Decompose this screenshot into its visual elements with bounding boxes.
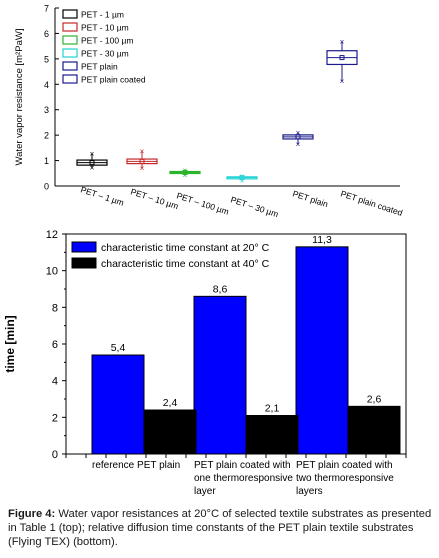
bar-20c — [91, 354, 145, 455]
y-axis-label: time [min] — [3, 315, 17, 372]
figure-caption: Figure 4: Water vapor resistances at 20°… — [8, 507, 433, 549]
x-tick-label: PET – 1 µm — [79, 184, 125, 207]
legend-swatch — [62, 74, 78, 84]
y-axis-label: Water vapor resistance [m²PaW] — [14, 29, 25, 166]
y-ticks: 0 1 2 3 4 5 6 7 — [44, 4, 59, 192]
y-tick-label: 12 — [46, 229, 58, 241]
min-marker: × — [340, 77, 345, 86]
box-2: ×× — [126, 147, 158, 173]
max-marker: × — [240, 172, 245, 181]
data-label: 5,4 — [111, 342, 126, 354]
y-tick-label: 0 — [44, 182, 49, 192]
bar-40c — [143, 409, 197, 455]
legend-label: characteristic time constant at 20° C — [101, 242, 270, 254]
bar-20c — [193, 295, 247, 455]
y-tick-label: 6 — [52, 339, 58, 351]
box-6: ×× — [326, 38, 358, 86]
y-ticks: 0 2 4 6 8 10 12 — [46, 229, 407, 461]
max-marker: × — [296, 129, 301, 138]
bar-40c — [347, 405, 401, 455]
min-marker: × — [296, 140, 301, 149]
y-tick-label: 6 — [44, 29, 49, 39]
bar-20c — [295, 246, 349, 455]
max-marker: × — [340, 38, 345, 47]
bar-series: 5,4 8,6 11,3 2,4 2,1 2,6 — [91, 234, 401, 455]
x-tick-label: PET plain coated — [339, 188, 404, 218]
mean-marker — [139, 158, 145, 164]
min-marker: × — [140, 164, 145, 173]
data-label: 8,6 — [213, 283, 228, 295]
max-marker: × — [183, 166, 188, 175]
bar-40c — [245, 415, 299, 455]
min-marker: × — [90, 164, 95, 173]
x-tick-label: layer — [194, 486, 216, 497]
y-tick-label: 4 — [52, 376, 58, 388]
x-tick-labels: reference PET plain PET plain coated with… — [92, 460, 394, 497]
legend-swatch — [62, 48, 78, 58]
min-marker: × — [240, 176, 245, 185]
data-label: 2,1 — [265, 403, 280, 415]
mean-marker — [239, 175, 245, 181]
x-tick-label: one thermoresponsive — [194, 473, 293, 484]
y-tick-label: 1 — [44, 156, 49, 166]
y-tick-label: 4 — [44, 80, 49, 90]
y-tick-label: 2 — [44, 131, 49, 141]
legend-swatch — [62, 22, 78, 32]
legend-label: characteristic time constant at 40° C — [101, 258, 270, 270]
x-tick-label: PET – 10 µm — [129, 186, 179, 211]
legend-swatch — [71, 257, 97, 269]
y-tick-label: 2 — [52, 412, 58, 424]
box-1: ×× — [76, 150, 108, 173]
legend-label: PET plain coated — [81, 75, 146, 85]
box-3: ×× — [169, 166, 201, 180]
max-marker: × — [90, 150, 95, 159]
y-tick-label: 7 — [44, 4, 49, 14]
legend-label: PET - 1 µm — [81, 10, 124, 20]
y-tick-label: 10 — [46, 266, 58, 278]
x-tick-label: layers — [296, 486, 323, 497]
box-series: ×××× ×× ×××××× — [76, 38, 358, 185]
x-tick-label: PET plain coated with — [296, 460, 393, 471]
legend-swatch — [71, 241, 97, 253]
box-4: ×× — [226, 172, 258, 185]
legend: PET - 1 µm PET - 10 µm PET - 100 µm PET - 3… — [62, 9, 146, 85]
mean-marker — [295, 134, 301, 140]
max-marker: × — [140, 147, 145, 156]
bar-chart: 0 2 4 6 8 10 12 time [min] 5,4 8,6 11,3 2,4 2,1 2,6… — [3, 229, 407, 497]
y-tick-label: 8 — [52, 302, 58, 314]
mean-marker — [89, 160, 95, 166]
legend-swatch — [62, 35, 78, 45]
legend-label: PET plain — [81, 62, 118, 72]
legend-label: PET - 10 µm — [81, 23, 129, 33]
x-tick-label: PET – 30 µm — [229, 194, 279, 219]
box-5: ×× — [282, 129, 314, 149]
y-tick-label: 3 — [44, 105, 49, 115]
data-label: 2,4 — [163, 397, 178, 409]
y-tick-label: 5 — [44, 54, 49, 64]
data-label: 2,6 — [367, 393, 382, 405]
caption-label: Figure 4: — [8, 508, 56, 520]
legend-label: PET - 30 µm — [81, 49, 129, 59]
mean-marker — [339, 55, 345, 61]
caption-text: Water vapor resistances at 20°C of selec… — [8, 508, 432, 548]
x-tick-label: PET plain — [291, 188, 329, 209]
x-tick-label: two thermoresponsive — [296, 473, 394, 484]
y-tick-label: 0 — [52, 449, 58, 461]
legend-swatch — [62, 9, 78, 19]
min-marker: × — [183, 171, 188, 180]
mean-marker — [182, 170, 188, 176]
x-tick-label: reference PET plain — [92, 460, 180, 471]
x-tick-label: PET – 100 µm — [175, 190, 230, 216]
legend: characteristic time constant at 20° C cha… — [71, 241, 270, 270]
legend-swatch — [62, 61, 78, 71]
x-tick-label: PET plain coated with — [194, 460, 291, 471]
data-label: 11,3 — [312, 234, 332, 246]
legend-label: PET - 100 µm — [81, 36, 133, 46]
